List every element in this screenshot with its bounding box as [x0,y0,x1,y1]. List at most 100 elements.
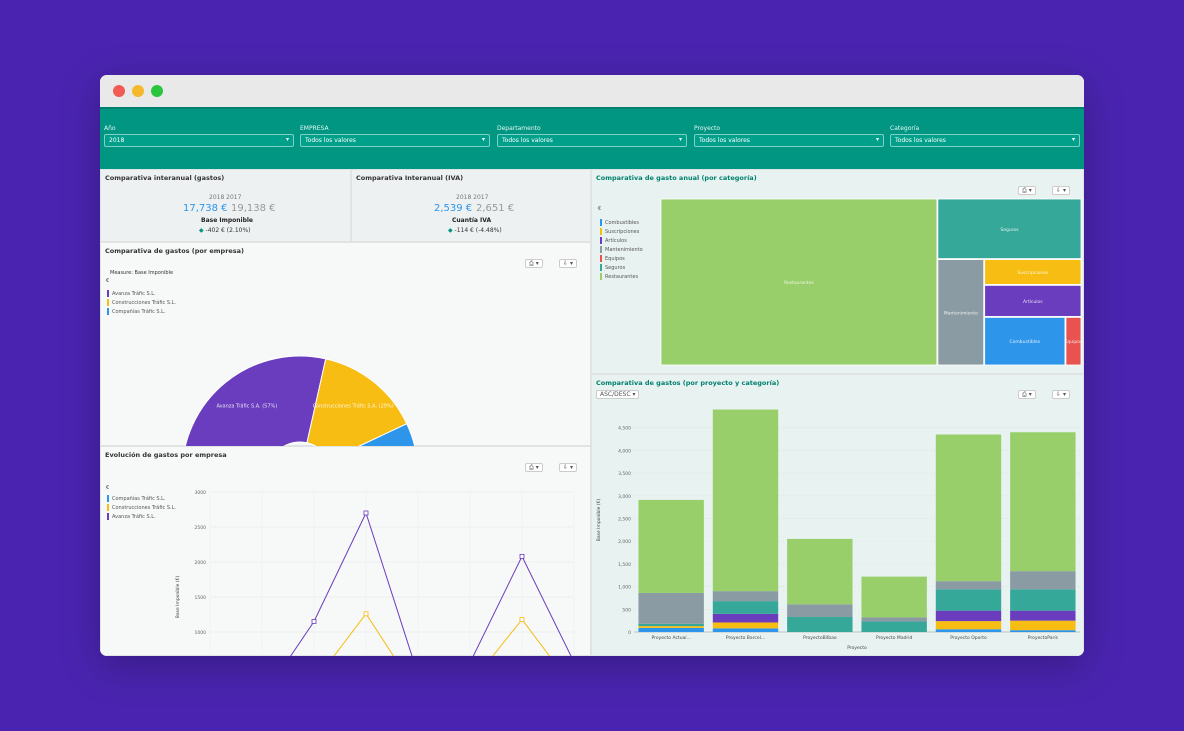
legend-item[interactable]: Avanza Tráfic S.L. [107,512,176,521]
legend-label: Compañías Tráfic S.L. [112,495,166,502]
chevron-down-icon: ▾ [1062,391,1066,398]
filter-year-select[interactable]: 2018 ▾ [104,134,294,147]
bar-segment [1010,432,1076,572]
arrow-down-icon: ◆ [199,227,206,234]
bar-segment [935,610,1002,622]
filter-company-select[interactable]: Todos los valores ▾ [300,134,490,147]
treemap-chart: Restaurantes Seguros Mantenimiento Suscripc… [660,198,1083,366]
panel-title: Comparativa Interanual (IVA) [356,174,464,182]
filter-category-select[interactable]: Todos los valores ▾ [890,134,1080,147]
panel-proyectos: Comparativa de gastos (por proyecto y ca… [591,374,1084,656]
bar-segment [638,627,704,632]
legend-swatch [600,246,602,253]
chevron-down-icon: ▾ [569,260,573,267]
legend-label: Construcciones Tráfic S.L. [112,299,176,306]
legend-item[interactable]: Compañías Tráfic S.L. [107,307,176,316]
bar-segment [1010,620,1076,631]
bar-segment [1010,610,1076,621]
kpi-years: 2018 2017 [456,194,489,201]
bar-segment [712,591,779,602]
chevron-down-icon: ▾ [875,136,879,143]
legend-item[interactable]: Construcciones Tráfic S.L. [107,503,176,512]
y-tick-label: 1,000 [618,585,631,591]
y-tick-label: 2000 [195,560,207,566]
bar-segment [1010,630,1076,632]
filter-year: Año 2018 ▾ [104,125,294,147]
filter-value: Todos los valores [895,137,946,144]
y-tick-label: 3000 [195,490,207,496]
kpi-delta-text: -114 € (-4.48%) [454,227,502,234]
minimize-window-button[interactable] [132,85,144,97]
chevron-down-icon: ▾ [1062,187,1066,194]
chevron-down-icon: ▾ [569,464,573,471]
panel-title: Comparativa de gastos (por empresa) [105,247,245,255]
y-tick-label: 3,000 [618,494,631,500]
close-window-button[interactable] [113,85,125,97]
treemap-cell-label: Suscripciones [1017,270,1049,276]
treemap-cell-label: Mantenimiento [944,310,978,316]
treemap-cell-label: Equipos [1065,339,1083,345]
download-icon: ⇩ [1056,391,1062,398]
panel-title: Evolución de gastos por empresa [105,451,227,459]
maximize-window-button[interactable] [151,85,163,97]
data-point [311,619,317,624]
treemap-cell [984,316,1066,366]
print-button[interactable]: ⎙ ▾ [525,259,543,268]
legend-label: Mantenimiento [605,246,643,253]
print-button[interactable]: ⎙ ▾ [1018,186,1036,195]
x-tick-label: Proyecto Madrid [876,635,913,641]
legend-item[interactable]: Suscripciones [600,227,643,236]
treemap-cell-label: Artículos [1023,298,1043,305]
legend-swatch [600,228,602,235]
export-button[interactable]: ⇩ ▾ [559,259,577,268]
export-button[interactable]: ⇩ ▾ [559,463,577,472]
print-icon: ⎙ [529,464,534,471]
y-tick-label: 1500 [195,595,207,601]
filter-department-select[interactable]: Todos los valores ▾ [497,134,687,147]
legend-label: Seguros [605,264,626,271]
filter-label: EMPRESA [300,125,329,132]
legend-item[interactable]: Combustibles [600,218,643,227]
legend-item[interactable]: Compañías Tráfic S.L. [107,494,176,503]
bar-segment [638,626,704,628]
filter-label: Proyecto [694,125,721,132]
x-tick-label: ProyectoParís [1028,634,1059,641]
export-button[interactable]: ⇩ ▾ [1052,186,1070,195]
legend-item[interactable]: Seguros [600,263,643,272]
print-button[interactable]: ⎙ ▾ [1018,390,1036,399]
chevron-down-icon: ▾ [285,136,289,143]
legend-swatch [600,219,602,226]
bar-segment [861,576,927,618]
legend-label: Avanza Tráfic S.L. [112,513,156,520]
legend-item[interactable]: Construcciones Tráfic S.L. [107,298,176,307]
kpi-delta: ◆ -114 € (-4.48%) [448,227,502,234]
filter-project-select[interactable]: Todos los valores ▾ [694,134,884,147]
x-tick-label: Proyecto Actuaí... [651,634,690,641]
filter-department: Departamento Todos los valores ▾ [497,125,687,147]
kpi-previous-value: 19,138 € [231,203,276,214]
export-button[interactable]: ⇩ ▾ [1052,390,1070,399]
bar-segment [712,628,779,632]
bar-segment [935,581,1002,590]
data-point [519,616,525,622]
y-tick-label: 1000 [195,630,207,636]
legend-item[interactable]: Avanza Tráfic S.L. [107,289,176,298]
legend-item[interactable]: Artículos [600,236,643,245]
chevron-down-icon: ▾ [1028,187,1032,194]
legend-item[interactable]: Mantenimiento [600,245,643,254]
legend-label: Equipos [605,255,625,262]
sort-select[interactable]: ASC/DESC ▾ [596,390,640,399]
y-tick-label: 2500 [195,525,207,531]
kpi-previous-value: 2,651 € [476,203,515,214]
treemap-cell-label: Restaurantes [784,280,814,286]
legend-item[interactable]: Restaurantes [600,272,643,281]
print-icon: ⎙ [1022,187,1027,194]
print-icon: ⎙ [529,260,534,267]
bar-segment [935,629,1002,632]
legend-item[interactable]: Equipos [600,254,643,263]
print-button[interactable]: ⎙ ▾ [525,463,543,472]
filter-value: 2018 [109,137,125,144]
y-tick-label: 1,500 [618,562,631,568]
x-tick-label: Proyecto Barcel... [726,635,765,641]
series-line [333,612,551,656]
